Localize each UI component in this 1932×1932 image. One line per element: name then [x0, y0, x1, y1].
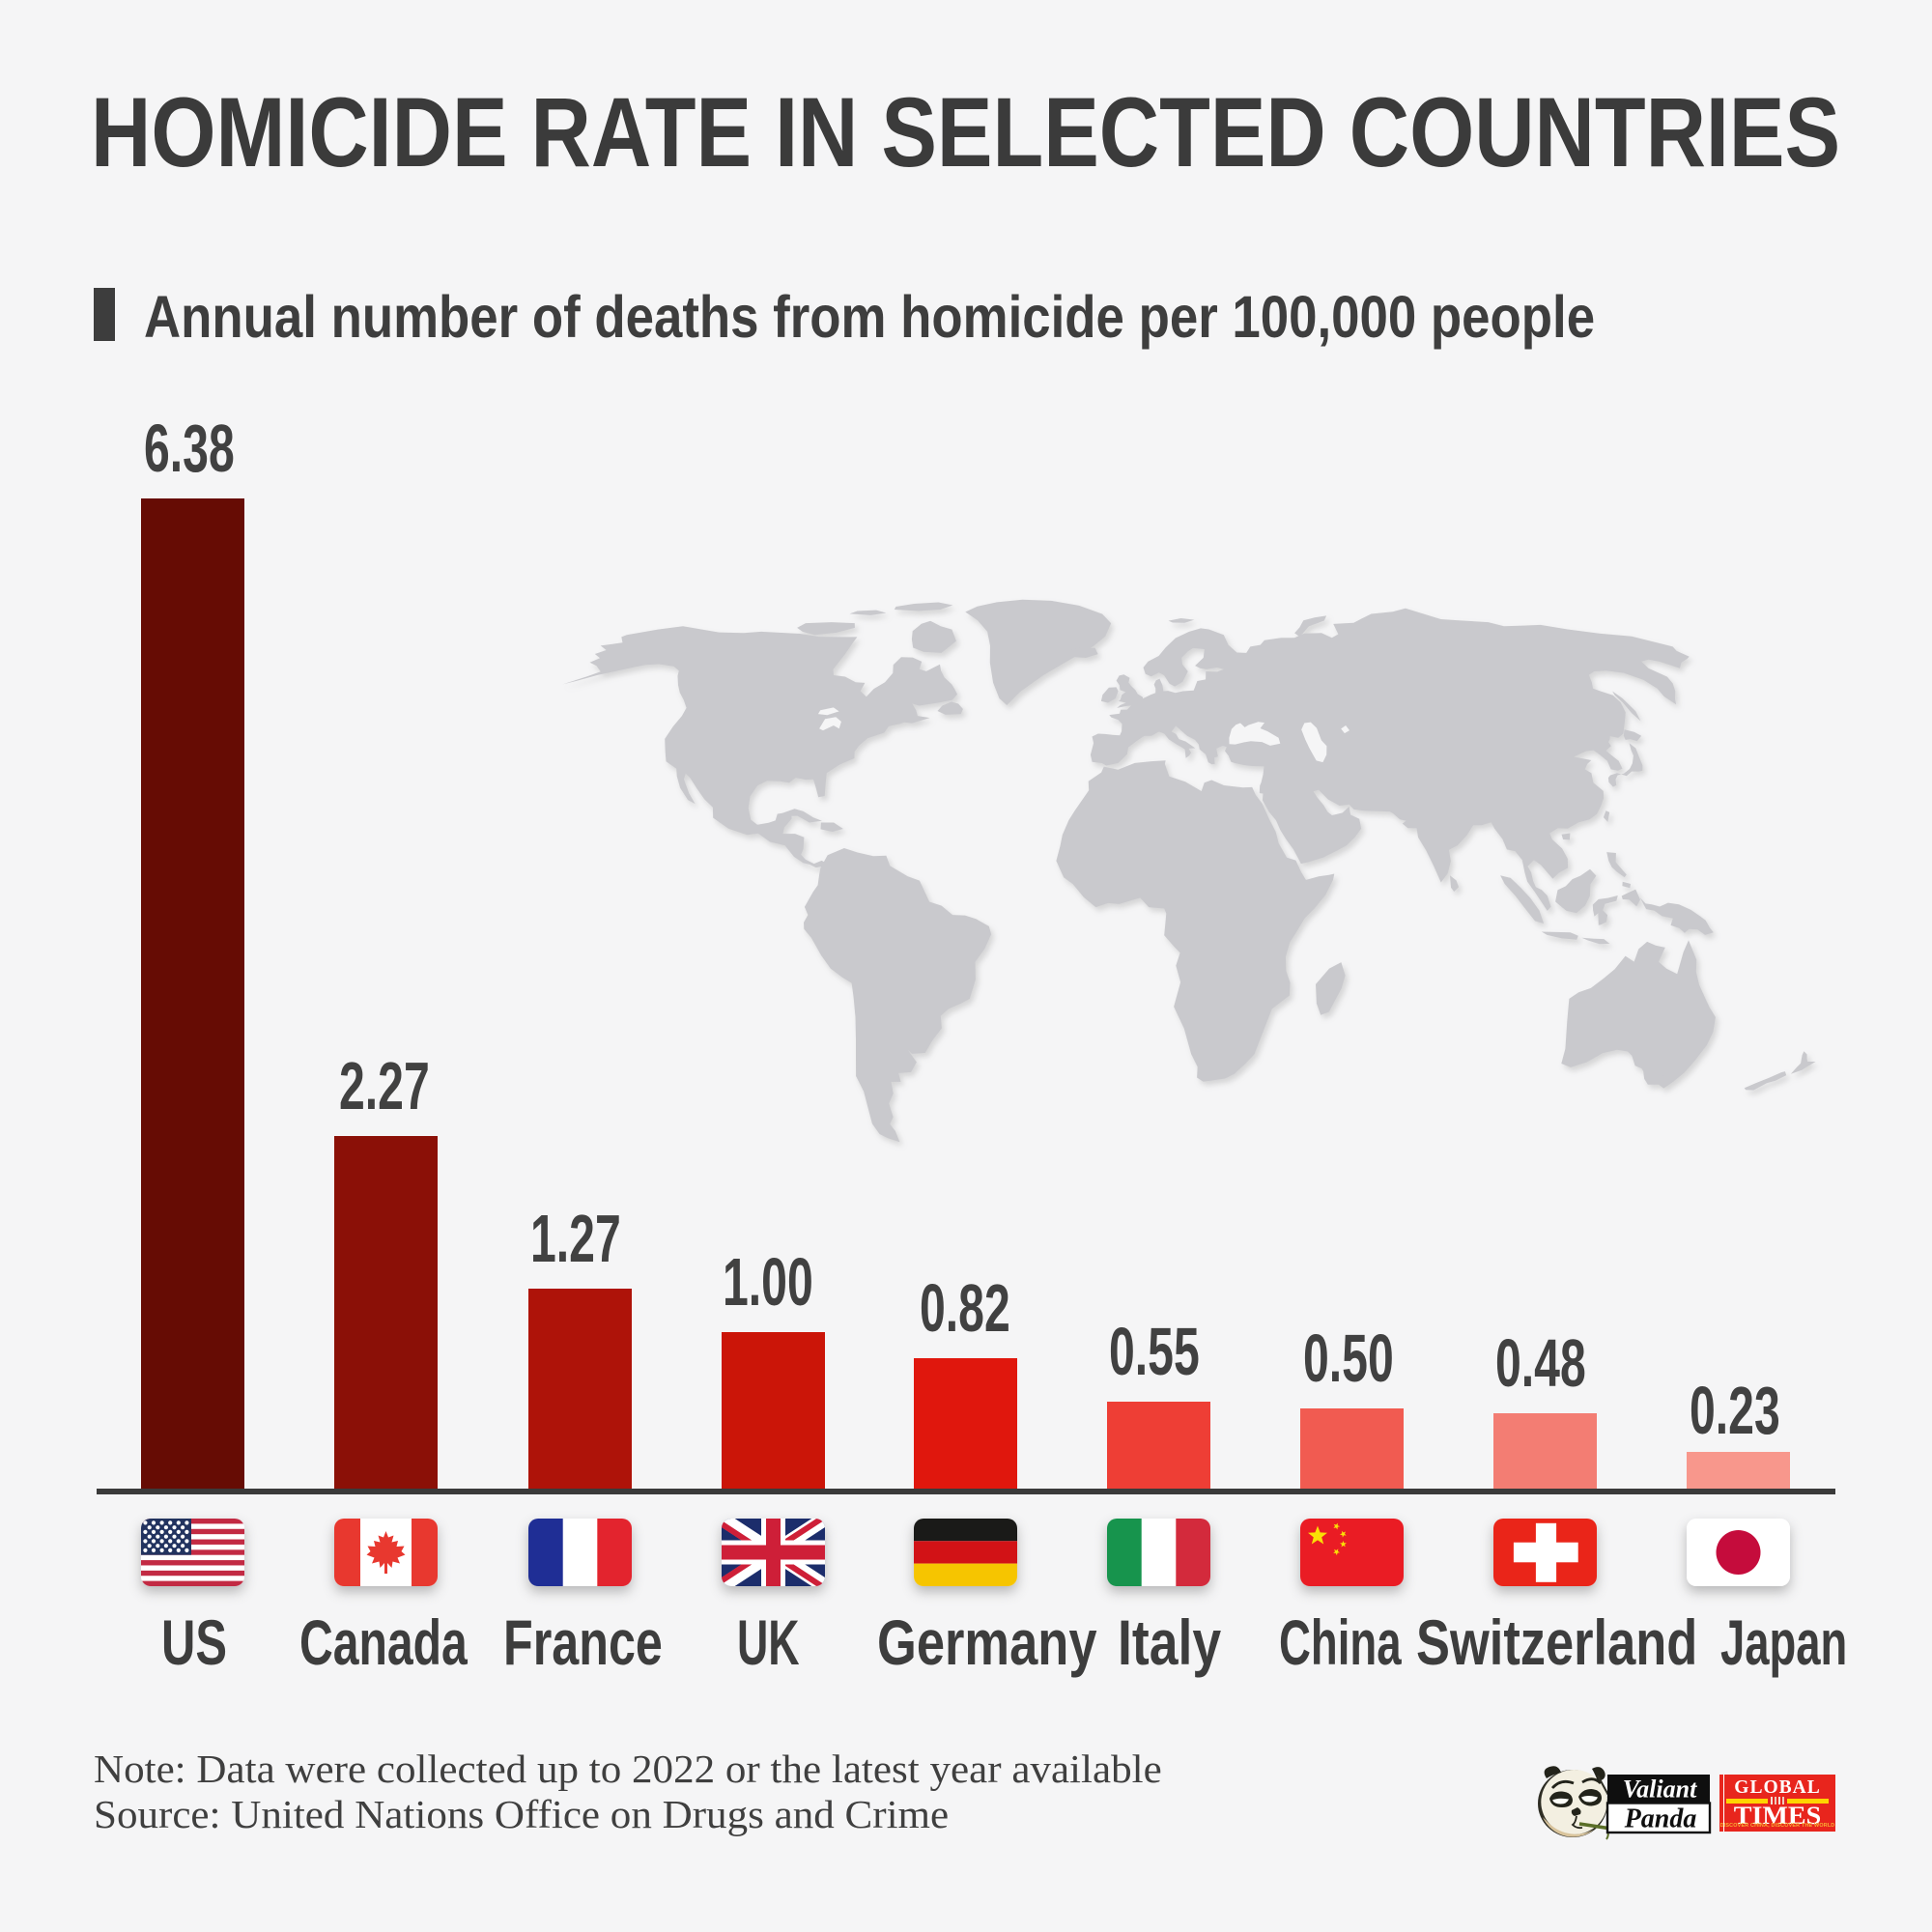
svg-text:Valiant: Valiant [1623, 1776, 1697, 1804]
svg-text:Panda: Panda [1624, 1804, 1697, 1834]
